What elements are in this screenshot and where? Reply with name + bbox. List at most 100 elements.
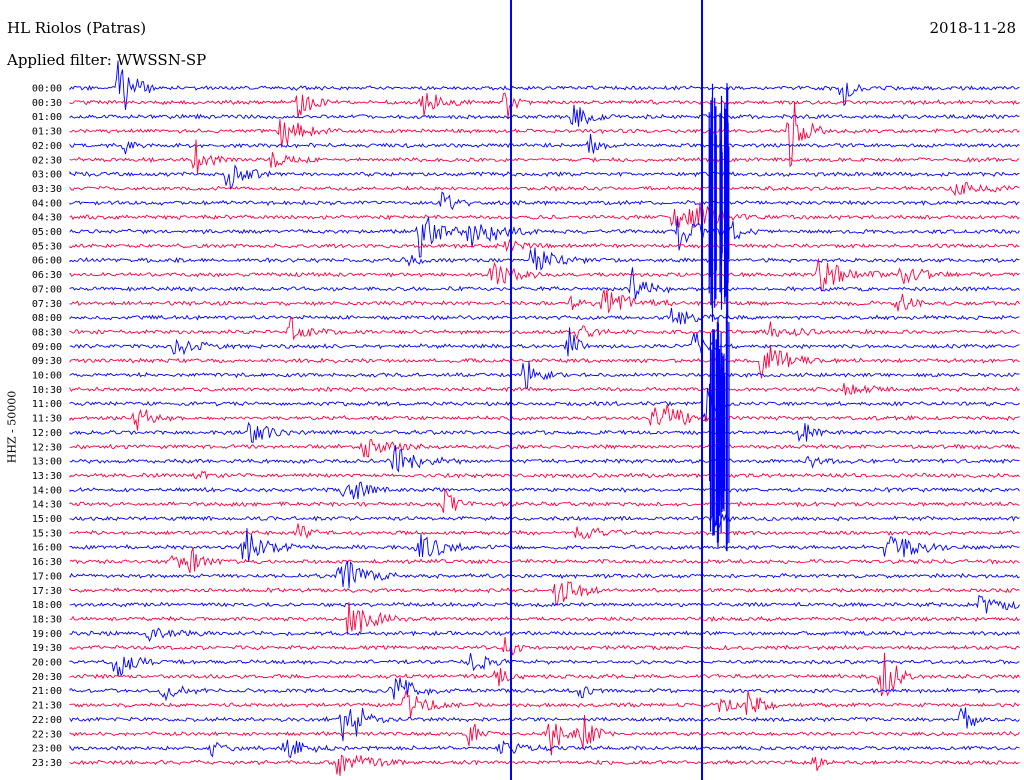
row-label: 08:30: [32, 327, 62, 338]
row-label: 20:30: [32, 672, 62, 683]
trace-row: [69, 594, 1020, 614]
trace-row: [69, 548, 1020, 574]
row-label: 19:00: [32, 629, 62, 640]
row-label: 18:30: [32, 614, 62, 625]
trace-row: [69, 445, 1020, 473]
trace-row: [69, 481, 1020, 500]
row-label: 16:30: [32, 557, 62, 568]
row-label: 04:00: [32, 198, 62, 209]
row-label: 09:30: [32, 356, 62, 367]
trace-row: [69, 488, 1020, 513]
trace-row: [69, 217, 1020, 258]
trace-row: [69, 361, 1020, 390]
trace-row: [69, 92, 1020, 119]
row-label: 07:00: [32, 284, 62, 295]
trace-row: [69, 601, 1020, 635]
trace-row: [69, 258, 1020, 292]
trace-row: [69, 739, 1020, 759]
row-label: 13:00: [32, 457, 62, 468]
row-label: 14:00: [32, 485, 62, 496]
row-label: 23:30: [32, 758, 62, 769]
row-label: 18:00: [32, 600, 62, 611]
trace-row: [69, 317, 1020, 341]
trace-row: [69, 289, 1020, 314]
trace-row: [69, 627, 1020, 643]
trace-row: [69, 191, 1020, 211]
row-label: 06:30: [32, 270, 62, 281]
row-label: 11:30: [32, 414, 62, 425]
row-label: 22:30: [32, 729, 62, 740]
row-label: 14:30: [32, 500, 62, 511]
row-label: 21:30: [32, 701, 62, 712]
trace-row: [69, 652, 1020, 697]
row-label: 13:30: [32, 471, 62, 482]
row-label: 10:00: [32, 371, 62, 382]
row-label: 00:00: [32, 84, 62, 95]
row-label: 21:00: [32, 686, 62, 697]
row-label: 02:00: [32, 141, 62, 152]
trace-row: [69, 690, 1020, 718]
row-label: 11:00: [32, 399, 62, 410]
trace-row: [69, 714, 1020, 756]
trace-row: [69, 345, 1020, 379]
trace-row: [69, 438, 1020, 458]
row-label: 01:30: [32, 127, 62, 138]
trace-row: [69, 139, 1020, 175]
date-label: 2018-11-28: [929, 19, 1016, 37]
channel-label: HHZ - 50000: [5, 390, 19, 464]
row-label: 02:30: [32, 155, 62, 166]
trace-row: [69, 421, 1020, 444]
row-label: 09:00: [32, 342, 62, 353]
trace-row: [69, 581, 1020, 606]
trace-row: [69, 404, 1020, 431]
time-axis-labels: 00:00 00:30 01:00 01:30 02:00 02:30 03:00 03:30…: [32, 84, 62, 769]
trace-row: [69, 201, 1020, 229]
station-title: HL Riolos (Patras): [7, 19, 147, 37]
trace-row: [69, 560, 1020, 589]
trace-row: [69, 707, 1020, 742]
row-label: 16:00: [32, 543, 62, 554]
row-label: 23:00: [32, 744, 62, 755]
row-label: 06:00: [32, 256, 62, 267]
trace-row: [69, 104, 1020, 127]
row-label: 03:30: [32, 184, 62, 195]
trace-row: [69, 102, 1020, 168]
trace-row: [69, 387, 1020, 422]
row-label: 03:00: [32, 170, 62, 181]
trace-group: [69, 60, 1020, 777]
trace-row: [69, 470, 1020, 480]
trace-row: [69, 383, 1020, 396]
row-label: 15:30: [32, 528, 62, 539]
row-label: 08:00: [32, 313, 62, 324]
row-label: 22:00: [32, 715, 62, 726]
row-label: 17:00: [32, 571, 62, 582]
trace-row: [69, 327, 1020, 357]
trace-row: [69, 238, 1020, 253]
row-label: 10:30: [32, 385, 62, 396]
row-label: 12:30: [32, 442, 62, 453]
trace-row: [69, 181, 1020, 197]
row-label: 01:00: [32, 112, 62, 123]
row-label: 07:30: [32, 299, 62, 310]
trace-row: [69, 754, 1020, 777]
trace-row: [69, 513, 1020, 531]
vertical-spike-group: [510, 0, 730, 780]
trace-row: [69, 523, 1020, 540]
trace-row: [69, 653, 1020, 677]
trace-row: [69, 60, 1020, 111]
row-label: 20:00: [32, 658, 62, 669]
trace-row: [69, 307, 1020, 325]
row-label: 04:30: [32, 213, 62, 224]
trace-row: [69, 677, 1020, 702]
row-label: 05:30: [32, 241, 62, 252]
trace-row: [69, 267, 1020, 300]
row-label: 17:30: [32, 586, 62, 597]
row-label: 00:30: [32, 98, 62, 109]
trace-row: [69, 528, 1020, 562]
large-event: [708, 83, 730, 323]
row-label: 15:00: [32, 514, 62, 525]
trace-row: [69, 164, 1020, 190]
trace-row: [69, 133, 1020, 155]
row-label: 19:30: [32, 643, 62, 654]
